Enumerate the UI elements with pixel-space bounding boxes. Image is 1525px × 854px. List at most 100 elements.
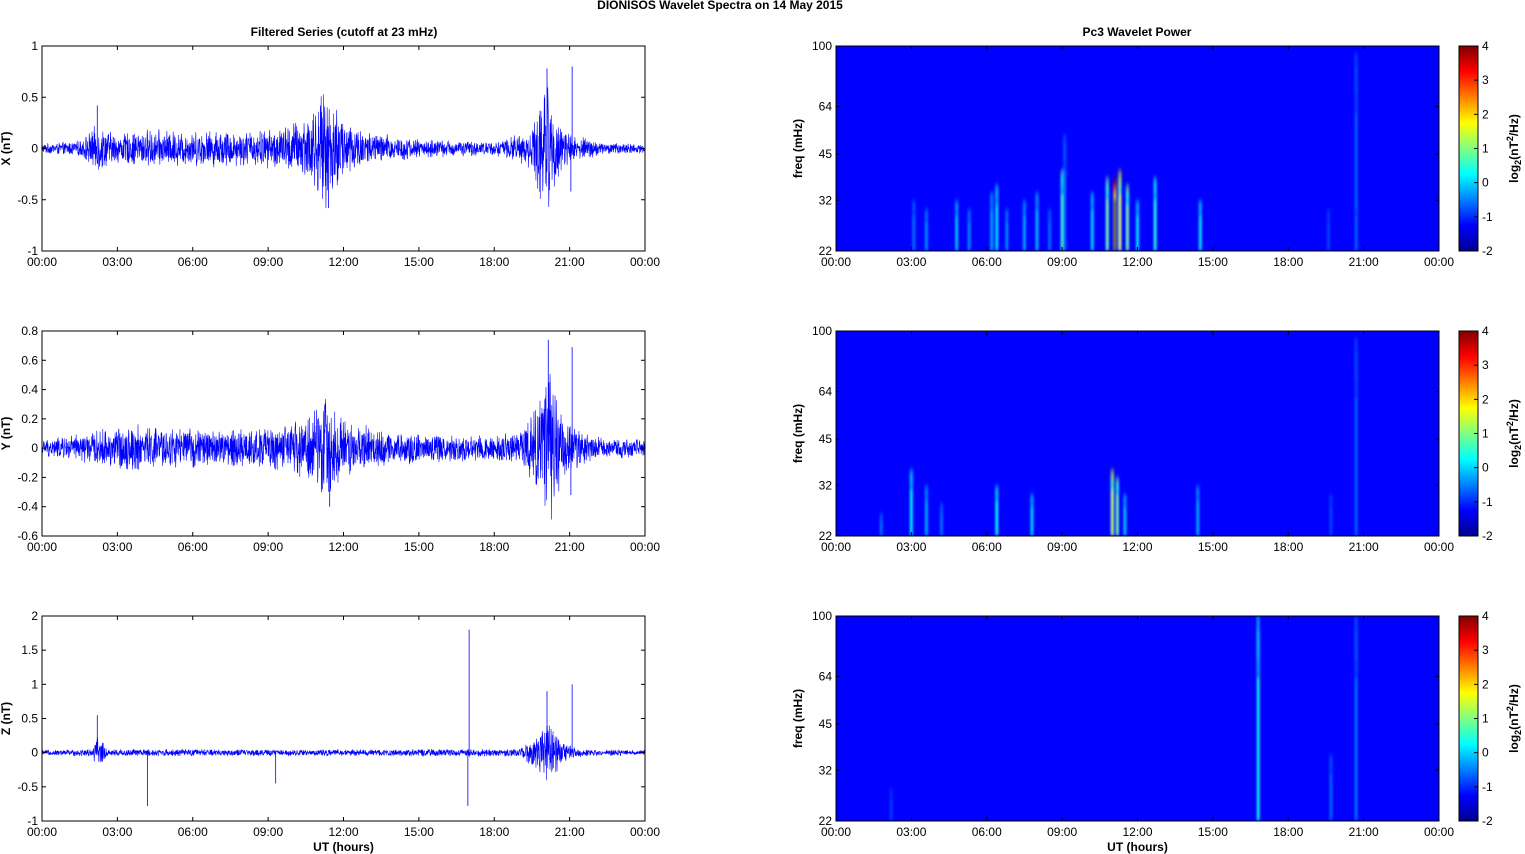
colorbar-tick-label: 1: [1482, 427, 1489, 441]
colorbar-label-part: 2: [1505, 136, 1515, 141]
y-tick-label: -0.4: [17, 500, 38, 514]
colorbar-tick-label: 1: [1482, 712, 1489, 726]
x-tick-label: 18:00: [1273, 255, 1303, 269]
y-tick-label: 64: [819, 669, 833, 683]
x-tick-label: 21:00: [1349, 540, 1379, 554]
y-tick-label: 100: [812, 609, 832, 623]
y-tick-label: 100: [812, 39, 832, 53]
colorbar-tick-label: -1: [1482, 210, 1493, 224]
x-tick-label: 00:00: [630, 540, 660, 554]
y-axis-label: Y (nT): [0, 417, 13, 451]
heatmap-cell: [912, 215, 915, 251]
y-tick-label: -1: [27, 814, 38, 828]
figure-title: DIONISOS Wavelet Spectra on 14 May 2015: [597, 0, 843, 12]
heatmap-cell: [1327, 221, 1330, 251]
colorbar-tick-label: 0: [1482, 461, 1489, 475]
colorbar-tick-label: 3: [1482, 643, 1489, 657]
colorbar-label: log2(nT2/Hz): [1505, 114, 1523, 183]
x-tick-label: 09:00: [1047, 540, 1077, 554]
colorbar-label-part: log: [1507, 165, 1521, 183]
y-tick-label: 32: [819, 478, 833, 492]
colorbar-label-part: (nT: [1507, 711, 1521, 730]
x-tick-label: 15:00: [404, 255, 434, 269]
x-tick-label: 00:00: [821, 255, 851, 269]
heatmap-cell: [1136, 215, 1139, 251]
heatmap-cell: [1106, 199, 1109, 251]
y-tick-label: 0.2: [21, 412, 38, 426]
colorbar-tick-label: 2: [1482, 392, 1489, 406]
heatmap-cell: [1048, 221, 1051, 251]
heatmap-cell: [1199, 215, 1202, 251]
x-tick-label: 00:00: [1424, 825, 1454, 839]
heatmap-features: [889, 616, 1358, 821]
heatmap-features: [879, 337, 1358, 536]
y-tick-label: 0.5: [21, 712, 38, 726]
heatmap-cell: [1154, 199, 1157, 251]
x-tick-label: 12:00: [328, 255, 358, 269]
y-tick-label: -0.2: [17, 470, 38, 484]
x-tick-label: 06:00: [178, 540, 208, 554]
heatmap-cell: [1111, 489, 1114, 536]
x-tick-label: 12:00: [328, 825, 358, 839]
x-tick-label: 18:00: [479, 825, 509, 839]
heatmap-cell: [1355, 677, 1358, 821]
colorbar-label: log2(nT2/Hz): [1505, 684, 1523, 753]
y-tick-label: 2: [31, 609, 38, 623]
y-tick-label: 1: [31, 677, 38, 691]
x-tick-label: 12:00: [1122, 255, 1152, 269]
colorbar-label-part: 2: [1513, 160, 1523, 165]
x-tick-label: 09:00: [1047, 825, 1077, 839]
heatmap-cell: [995, 500, 998, 536]
x-tick-label: 21:00: [555, 825, 585, 839]
colorbar-tick-label: -2: [1482, 814, 1493, 828]
colorbar-tick-label: 4: [1482, 39, 1489, 53]
x-tick-label: 00:00: [821, 825, 851, 839]
x-tick-label: 00:00: [27, 540, 57, 554]
heatmap-cell: [880, 520, 883, 536]
y-tick-label: 32: [819, 193, 833, 207]
x-tick-label: 00:00: [821, 540, 851, 554]
time-series-panel-z: 21.510.50-0.5-100:00 03:00 06:00 09:00 12:00…: [0, 609, 660, 854]
heatmap-cell: [1355, 397, 1358, 536]
colorbar-label-part: /Hz): [1507, 114, 1521, 136]
colorbar-tick-label: 3: [1482, 73, 1489, 87]
y-tick-label: 0: [31, 746, 38, 760]
heatmap-cell: [1030, 506, 1033, 536]
y-tick-label: 0.5: [21, 90, 38, 104]
y-tick-label: 64: [819, 384, 833, 398]
x-tick-label: 00:00: [630, 825, 660, 839]
x-tick-label: 06:00: [972, 255, 1002, 269]
colorbar-tick-label: -1: [1482, 495, 1493, 509]
y-tick-label: 32: [819, 763, 833, 777]
colorbar-tick-label: 2: [1482, 107, 1489, 121]
y-tick-label: 0.4: [21, 383, 38, 397]
x-tick-label: 03:00: [896, 255, 926, 269]
heatmap-cell: [1061, 194, 1064, 251]
y-axis-label: Z (nT): [0, 702, 13, 735]
heatmap-cell: [990, 209, 993, 251]
y-axis-label: freq (mHz): [791, 404, 805, 463]
y-tick-label: 1: [31, 39, 38, 53]
x-tick-label: 18:00: [479, 540, 509, 554]
heatmap-cell: [1023, 215, 1026, 251]
y-tick-label: -0.5: [17, 780, 38, 794]
heatmap-cell: [925, 500, 928, 536]
y-tick-label: 45: [819, 432, 833, 446]
heatmap-cell: [925, 221, 928, 251]
colorbar-label-part: 2: [1513, 730, 1523, 735]
x-tick-label: 15:00: [1198, 255, 1228, 269]
plot-area: [42, 616, 645, 821]
x-tick-label: 09:00: [253, 825, 283, 839]
x-tick-label: 00:00: [1424, 255, 1454, 269]
y-tick-label: 64: [819, 99, 833, 113]
y-tick-label: 0: [31, 142, 38, 156]
heatmap-cell: [890, 798, 893, 821]
x-axis-label: UT (hours): [1107, 840, 1168, 854]
heatmap-cell: [1196, 500, 1199, 536]
heatmap-cell: [1063, 169, 1066, 251]
series-trace: [41, 373, 646, 520]
